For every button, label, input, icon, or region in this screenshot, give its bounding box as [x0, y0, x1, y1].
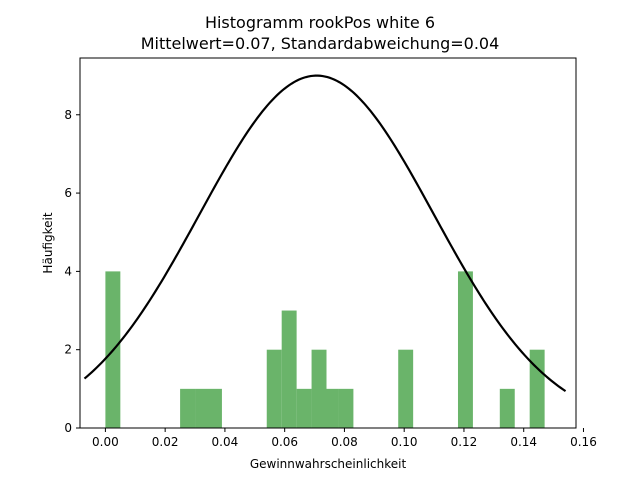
x-tick-label-1: 0.02	[152, 435, 179, 449]
x-tick-label-0: 0.00	[92, 435, 119, 449]
histogram-bar-13	[529, 349, 545, 428]
x-tick-label-5: 0.10	[391, 435, 418, 449]
y-tick-label-2: 4	[64, 264, 72, 278]
histogram-bar-2	[195, 388, 207, 428]
histogram-bar-8	[326, 388, 339, 428]
histogram-bar-3	[206, 388, 222, 428]
x-tick-label-8: 0.16	[570, 435, 597, 449]
y-axis-ticks: 0 2 4 6 8	[64, 108, 80, 435]
plot-frame	[79, 57, 577, 429]
chart-title-line1: Histogramm rookPos white 6	[205, 13, 435, 32]
x-axis-ticks: 0.00 0.02 0.04 0.06 0.08 0.10 0.12 0.14 0.16	[92, 428, 597, 449]
histogram-bar-9	[338, 388, 354, 428]
x-tick-label-3: 0.06	[271, 435, 298, 449]
y-axis-label: Häufigkeit	[41, 212, 55, 273]
histogram-bar-6	[296, 388, 312, 428]
histogram-bar-7	[311, 349, 327, 428]
histogram-bars	[105, 271, 545, 428]
y-tick-label-4: 8	[64, 108, 72, 122]
x-tick-label-2: 0.04	[212, 435, 239, 449]
x-axis-label: Gewinnwahrscheinlichkeit	[250, 457, 407, 471]
histogram-bar-12	[499, 388, 515, 428]
y-tick-label-0: 0	[64, 421, 72, 435]
normal-distribution-curve	[83, 74, 567, 393]
histogram-bar-1	[180, 388, 196, 428]
y-tick-label-3: 6	[64, 186, 72, 200]
x-tick-label-4: 0.08	[331, 435, 358, 449]
histogram-bar-10	[398, 349, 414, 428]
histogram-bar-5	[281, 310, 297, 428]
y-tick-label-1: 2	[64, 343, 72, 357]
chart-title-line2: Mittelwert=0.07, Standardabweichung=0.04	[141, 34, 500, 53]
histogram-bar-4	[266, 349, 282, 428]
histogram-bar-11	[457, 271, 473, 428]
x-tick-label-6: 0.12	[451, 435, 478, 449]
x-tick-label-7: 0.14	[510, 435, 537, 449]
